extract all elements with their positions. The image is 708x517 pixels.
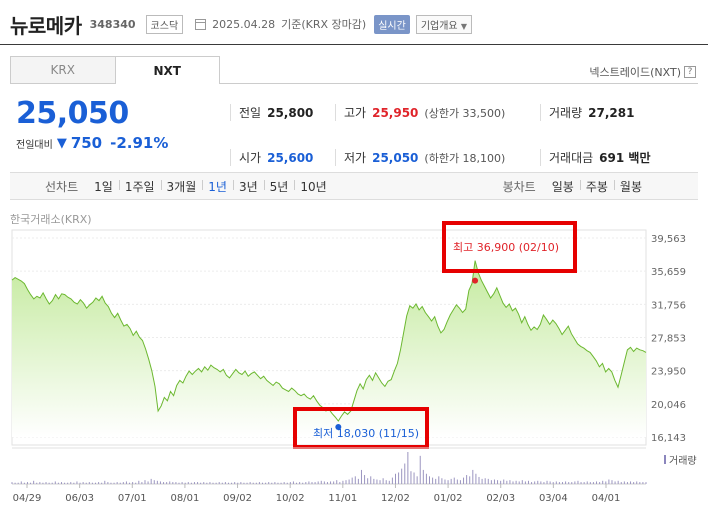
calendar-icon bbox=[195, 18, 207, 30]
help-icon[interactable]: ? bbox=[684, 66, 696, 78]
volume-cell: 거래량 27,281 bbox=[540, 104, 700, 121]
low-value: 25,050 bbox=[372, 150, 419, 165]
company-info-dropdown[interactable]: 기업개요 ▼ bbox=[415, 14, 472, 34]
period-5y[interactable]: 5년 bbox=[263, 178, 295, 195]
stock-header: 뉴로메카 348340 코스닥 2025.04.28 기준(KRX 장마감) 실… bbox=[10, 8, 472, 40]
period-1w[interactable]: 1주일 bbox=[118, 178, 161, 195]
quote-basis: 기준(KRX 장마감) bbox=[281, 18, 367, 31]
x-tick-label: 03/04 bbox=[539, 493, 568, 504]
nxt-info: 넥스트레이드(NXT) ? bbox=[589, 64, 696, 80]
y-tick-label: 23,950 bbox=[651, 367, 686, 378]
x-tick-label: 10/02 bbox=[276, 493, 305, 504]
candle-monthly[interactable]: 월봉 bbox=[613, 178, 648, 195]
upper-limit: (상한가 33,500) bbox=[424, 106, 506, 120]
market-badge: 코스닥 bbox=[145, 14, 184, 34]
volume-value: 27,281 bbox=[588, 105, 635, 120]
tab-nxt[interactable]: NXT bbox=[114, 56, 220, 84]
stock-code: 348340 bbox=[89, 17, 136, 31]
high-annotation: 최고 36,900 (02/10) bbox=[453, 241, 559, 254]
current-price: 25,050 bbox=[16, 96, 129, 131]
volume-label: 거래량 bbox=[549, 106, 583, 120]
open-value: 25,600 bbox=[267, 150, 314, 165]
candle-period-group: 봉차트 일봉 주봉 월봉 bbox=[503, 178, 648, 195]
nxt-label: 넥스트레이드(NXT) bbox=[589, 66, 681, 79]
low-cell: 저가 25,050 (하한가 18,100) bbox=[335, 149, 540, 166]
low-label: 저가 bbox=[344, 151, 367, 165]
change-value: 750 bbox=[70, 134, 103, 152]
amount-value: 691 백만 bbox=[599, 151, 651, 165]
lower-limit: (하한가 18,100) bbox=[424, 151, 506, 165]
down-triangle-icon: ▼ bbox=[56, 135, 67, 151]
high-label: 고가 bbox=[344, 106, 367, 120]
company-info-label: 기업개요 bbox=[420, 20, 458, 32]
realtime-button[interactable]: 실시간 bbox=[374, 14, 410, 34]
exchange-tabs: KRX NXT bbox=[10, 56, 220, 84]
quote-table: 전일 25,800 고가 25,950 (상한가 33,500) 거래량 27,… bbox=[230, 90, 700, 180]
header-divider bbox=[0, 44, 708, 45]
x-tick-label: 02/03 bbox=[486, 493, 515, 504]
x-tick-label: 11/01 bbox=[328, 493, 357, 504]
volume-legend-label: 거래량 bbox=[669, 455, 697, 467]
tab-divider bbox=[220, 83, 698, 84]
amount-cell: 거래대금 691 백만 bbox=[540, 149, 700, 166]
x-tick-label: 12/02 bbox=[381, 493, 410, 504]
open-cell: 시가 25,600 bbox=[230, 149, 335, 166]
low-annotation: 최저 18,030 (11/15) bbox=[313, 427, 419, 440]
prev-close-value: 25,800 bbox=[267, 105, 314, 120]
change-percent: -2.91% bbox=[110, 134, 169, 152]
period-bar: 선차트 1일 1주일 3개월 1년 3년 5년 10년 봉차트 일봉 주봉 월봉 bbox=[10, 172, 698, 200]
period-3m[interactable]: 3개월 bbox=[160, 178, 203, 195]
line-period-group: 1일 1주일 3개월 1년 3년 5년 10년 bbox=[88, 178, 333, 195]
x-tick-label: 04/29 bbox=[13, 493, 42, 504]
period-1d[interactable]: 1일 bbox=[94, 179, 113, 194]
x-tick-label: 07/01 bbox=[118, 493, 147, 504]
period-1y[interactable]: 1년 bbox=[202, 178, 233, 195]
prev-close-cell: 전일 25,800 bbox=[230, 104, 335, 121]
y-tick-label: 16,143 bbox=[651, 433, 686, 444]
candle-daily[interactable]: 일봉 bbox=[551, 179, 574, 194]
low-highlight-box bbox=[293, 407, 429, 449]
line-chart-label: 선차트 bbox=[45, 179, 79, 194]
candle-chart-label: 봉차트 bbox=[502, 179, 536, 194]
y-tick-label: 35,659 bbox=[651, 267, 686, 278]
x-tick-label: 06/03 bbox=[65, 493, 94, 504]
high-cell: 고가 25,950 (상한가 33,500) bbox=[335, 104, 540, 121]
prev-close-label: 전일 bbox=[239, 106, 262, 120]
price-change: 전일대비 ▼ 750 -2.91% bbox=[16, 134, 168, 152]
y-tick-label: 20,046 bbox=[651, 400, 686, 411]
change-label: 전일대비 bbox=[16, 139, 53, 151]
x-tick-label: 04/01 bbox=[592, 493, 621, 504]
y-tick-label: 27,853 bbox=[651, 334, 686, 345]
high-marker bbox=[472, 277, 479, 284]
x-tick-label: 09/02 bbox=[223, 493, 252, 504]
low-marker bbox=[335, 423, 342, 430]
tab-krx[interactable]: KRX bbox=[10, 56, 115, 84]
high-highlight-box bbox=[442, 221, 577, 273]
y-tick-label: 39,563 bbox=[651, 234, 686, 245]
y-tick-label: 31,756 bbox=[651, 300, 686, 311]
chevron-down-icon: ▼ bbox=[460, 21, 467, 31]
period-3y[interactable]: 3년 bbox=[232, 178, 264, 195]
candle-weekly[interactable]: 주봉 bbox=[579, 178, 614, 195]
quote-date: 2025.04.28 bbox=[212, 17, 276, 31]
exchange-label: 한국거래소(KRX) bbox=[10, 213, 92, 226]
quote-row: 시가 25,600 저가 25,050 (하한가 18,100) 거래대금 69… bbox=[230, 135, 700, 180]
x-tick-label: 01/02 bbox=[434, 493, 463, 504]
quote-row: 전일 25,800 고가 25,950 (상한가 33,500) 거래량 27,… bbox=[230, 90, 700, 135]
high-value: 25,950 bbox=[372, 105, 419, 120]
amount-label: 거래대금 bbox=[549, 151, 594, 165]
period-10y[interactable]: 10년 bbox=[294, 178, 332, 195]
stock-name: 뉴로메카 bbox=[10, 13, 82, 38]
x-tick-label: 08/01 bbox=[170, 493, 199, 504]
open-label: 시가 bbox=[239, 151, 262, 165]
volume-legend-swatch bbox=[664, 455, 666, 464]
